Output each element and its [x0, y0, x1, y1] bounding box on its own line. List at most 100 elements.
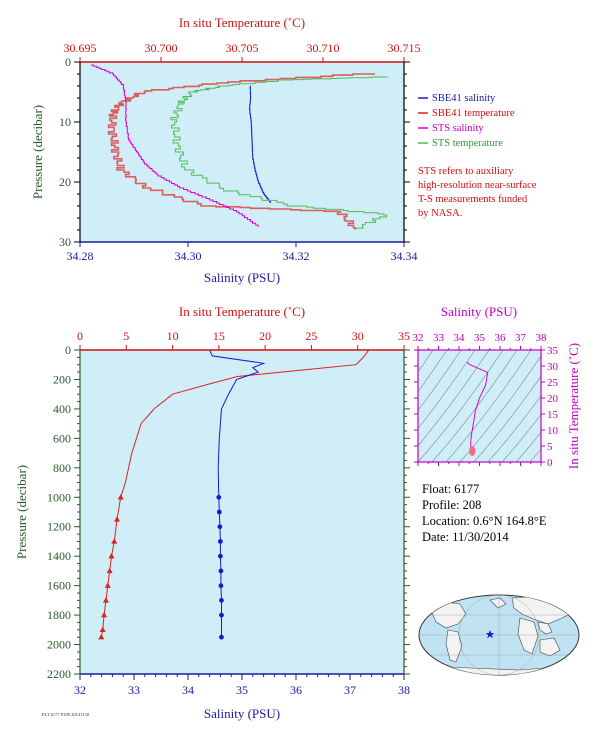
panel1-curves — [91, 64, 389, 230]
panel3-plot-area — [418, 350, 541, 462]
salinity-marker — [218, 568, 224, 574]
p1-bottom-tick-label: 34.28 — [67, 249, 94, 263]
p3-y-tick-label: 5 — [547, 441, 553, 453]
panel2-bottom-axis-title: Salinity (PSU) — [204, 706, 280, 721]
p2-top-tick-label: 15 — [213, 329, 225, 343]
float-location-marker — [485, 630, 495, 639]
p3-y-tick-label: 30 — [547, 361, 559, 373]
panel2-top-axis-title: In situ Temperature (˚C) — [179, 304, 305, 319]
p2-y-tick-label: 1000 — [47, 490, 71, 504]
series-sbe41-salinity — [249, 85, 272, 203]
density-contour — [459, 355, 541, 462]
p1-y-tick-label: 30 — [59, 235, 71, 249]
panel2-curves — [98, 349, 370, 640]
temperature-marker — [114, 516, 121, 522]
panel2: 0 5 10 15 20 25 30 35 32 33 34 35 36 37 38 0 200 400 600 80… — [14, 304, 410, 721]
p2-bottom-tick-label: 38 — [398, 683, 410, 697]
note-line-4: by NASA. — [418, 208, 462, 219]
density-contour — [487, 395, 541, 462]
location: Location: 0.6°N 164.8°E — [422, 514, 547, 528]
p3-x-tick-label: 35 — [474, 332, 486, 344]
float-number: Float: 6177 — [422, 482, 479, 496]
p2-top-tick-label: 0 — [77, 329, 83, 343]
legend-label-sbe-temperature: SBE41 temperature — [432, 108, 515, 119]
profile-number: Profile: 208 — [422, 498, 481, 512]
p2-top-tick-label: 25 — [305, 329, 317, 343]
salinity-marker — [218, 539, 223, 544]
temperature-marker — [108, 552, 115, 559]
p3-x-tick-label: 32 — [413, 332, 424, 344]
temperature-marker — [117, 494, 124, 500]
temperature-marker — [111, 538, 118, 544]
panel1-y-axis-title: Pressure (decibar) — [30, 105, 45, 199]
p2-bottom-tick-label: 33 — [128, 683, 140, 697]
salinity-marker — [216, 509, 222, 515]
ts-curve — [466, 361, 489, 455]
series-temperature — [100, 349, 370, 638]
series-salinity — [209, 349, 266, 638]
p3-y-tick-label: 15 — [547, 409, 559, 421]
p2-y-tick-label: 1200 — [47, 520, 71, 534]
salinity-marker — [219, 612, 224, 618]
legend: SBE41 salinity SBE41 temperature STS sal… — [418, 93, 515, 149]
density-contour — [445, 350, 532, 462]
panel2-plot-area — [80, 350, 404, 674]
salinity-marker — [219, 634, 224, 640]
p3-y-tick-label: 0 — [547, 457, 553, 469]
ts-deep-cluster — [469, 446, 476, 456]
p1-y-tick-label: 0 — [65, 55, 71, 69]
p2-y-tick-label: 400 — [53, 402, 71, 416]
legend-label-sts-temperature: STS temperature — [432, 138, 503, 149]
series-sbe41-temperature — [107, 73, 375, 230]
note-line-2: high-resolution near-surface — [418, 180, 537, 191]
density-contour — [418, 350, 462, 412]
panel1-bottom-axis-title: Salinity (PSU) — [204, 270, 280, 285]
temperature-marker — [102, 597, 109, 603]
p2-y-tick-label: 600 — [53, 431, 71, 445]
density-contour — [418, 350, 504, 462]
salinity-marker — [217, 524, 223, 530]
p3-y-tick-label: 25 — [547, 377, 559, 389]
panel3: 32 33 34 35 36 37 38 0 5 10 15 20 25 30 35 Salinity (P… — [413, 304, 582, 469]
p2-bottom-tick-label: 34 — [182, 683, 194, 697]
p3-x-tick-label: 38 — [536, 332, 548, 344]
p1-y-tick-label: 10 — [59, 115, 71, 129]
p3-y-tick-label: 10 — [547, 425, 559, 437]
density-contour — [418, 350, 434, 373]
p2-y-tick-label: 800 — [53, 461, 71, 475]
p3-y-tick-label: 20 — [547, 393, 559, 405]
map-graticule — [419, 595, 579, 675]
note-line-3: T-S measurements funded — [418, 194, 528, 205]
sts-note: STS refers to auxiliary high-resolution … — [418, 166, 537, 219]
panel3-ticks: 32 33 34 35 36 37 38 0 5 10 15 20 25 30 35 — [413, 332, 559, 469]
p2-bottom-tick-label: 32 — [74, 683, 86, 697]
p1-top-tick-label: 30.695 — [64, 41, 97, 55]
density-contour — [418, 350, 490, 447]
p2-top-tick-label: 35 — [398, 329, 410, 343]
panel3-curves — [466, 361, 489, 456]
density-contour — [431, 350, 518, 462]
salinity-marker — [216, 494, 222, 500]
p3-x-tick-label: 33 — [433, 332, 445, 344]
panel1-ticks: 30.695 30.700 30.705 30.710 30.715 34.28 34.30… — [59, 41, 421, 263]
panel1-top-axis-title: In situ Temperature (˚C) — [179, 15, 305, 30]
p2-top-tick-label: 20 — [259, 329, 271, 343]
p2-top-tick-label: 5 — [123, 329, 129, 343]
temperature-marker — [99, 626, 106, 633]
density-contour — [418, 350, 448, 393]
salinity-marker — [218, 553, 223, 559]
density-contour — [515, 431, 541, 462]
world-map — [418, 594, 580, 676]
p2-y-tick-label: 2200 — [47, 667, 71, 681]
p1-bottom-tick-label: 34.32 — [283, 249, 310, 263]
panel1: 30.695 30.700 30.705 30.710 30.715 34.28 34.30… — [30, 15, 537, 285]
p2-y-tick-label: 1800 — [47, 608, 71, 622]
p3-x-tick-label: 34 — [454, 332, 466, 344]
panel2-ticks: 0 5 10 15 20 25 30 35 32 33 34 35 36 37 38 0 200 400 600 80… — [47, 329, 410, 697]
p1-bottom-tick-label: 34.30 — [175, 249, 202, 263]
p2-y-tick-label: 1400 — [47, 549, 71, 563]
p2-y-tick-label: 1600 — [47, 579, 71, 593]
p1-top-tick-label: 30.715 — [388, 41, 421, 55]
panel3-y-axis-title: In situ Temperature (˚C) — [566, 343, 581, 469]
temperature-marker — [98, 633, 105, 640]
